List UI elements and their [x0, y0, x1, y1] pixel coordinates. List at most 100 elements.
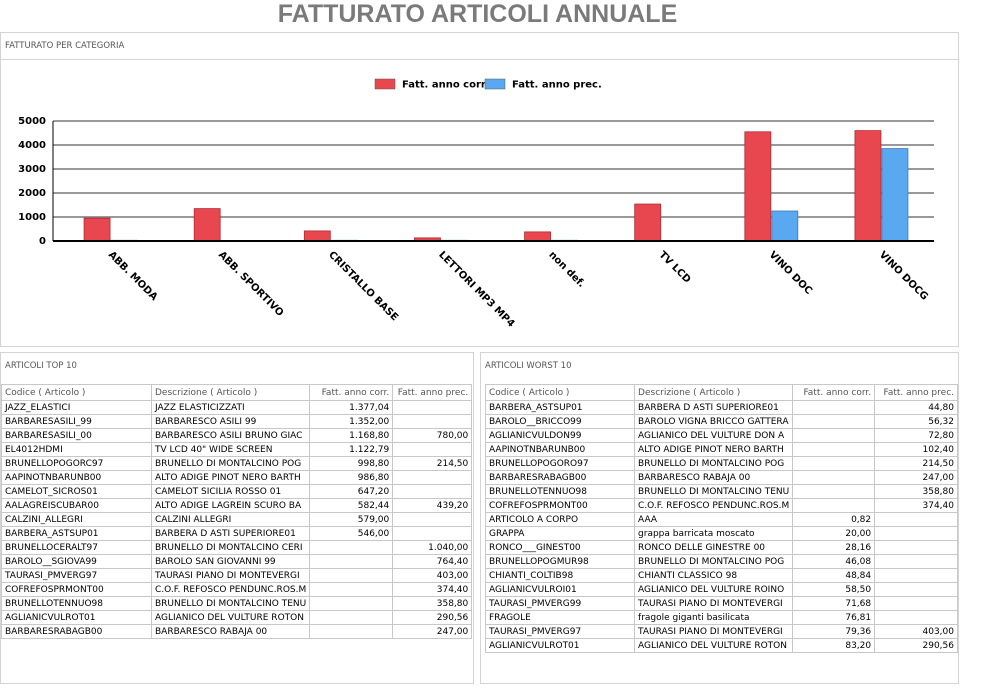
table-row: EL4012HDMI TV LCD 40" WIDE SCREEN 1.122,79	[1, 442, 473, 457]
header-row: Codice ( Articolo ) Descrizione ( Articol…	[484, 384, 958, 401]
table-cell: 579,00	[309, 512, 394, 527]
legend-label: Fatt. anno corr.	[402, 80, 488, 91]
table-cell: BRUNELLOTENNUO98	[1, 596, 152, 611]
table-cell: BAROLO VIGNA BRICCO GATTERA	[634, 414, 794, 429]
table-cell: 1.168,80	[309, 428, 394, 443]
table-cell: 374,40	[874, 498, 958, 513]
table-cell: JAZZ ELASTICIZZATI	[150, 400, 311, 415]
table-cell: AGLIANICO DEL VULTURE DON A	[634, 428, 794, 443]
table-row: TAURASI_PMVERG99 TAURASI PIANO DI MONTEVE…	[484, 596, 958, 611]
table-cell	[874, 582, 958, 597]
table-cell: BARBARESCO ASILI BRUNO GIAC	[150, 428, 311, 443]
table-row: AGLIANICVULROI01 AGLIANICO DEL VULTURE RO…	[484, 582, 958, 597]
table-cell: BRUNELLO DI MONTALCINO POG	[634, 554, 794, 569]
table-row: AAPINOTNBARUNB00 ALTO ADIGE PINOT NERO BA…	[1, 470, 473, 485]
table-row: RONCO___GINEST00 RONCO DELLE GINESTRE 00 2…	[484, 540, 958, 555]
table-row: BRUNELLOCERALT97 BRUNELLO DI MONTALCINO C…	[1, 540, 473, 555]
table-row: ARTICOLO A CORPO AAA 0,82	[484, 512, 958, 527]
x-tick-label: CRISTALLO BASE	[326, 249, 400, 323]
page-title: FATTURATO ARTICOLI ANNUALE	[277, 0, 678, 28]
table-cell	[392, 470, 473, 485]
table-cell: 403,00	[874, 624, 958, 639]
table-cell: BRUNELLOPOGORC97	[1, 456, 152, 471]
column-header: Fatt. anno corr.	[309, 384, 394, 401]
table-row: BRUNELLOPOGMUR98 BRUNELLO DI MONTALCINO P…	[484, 554, 958, 569]
table-cell	[792, 414, 876, 429]
table-cell: 403,00	[392, 568, 473, 583]
table-cell: BRUNELLOTENNUO98	[484, 484, 636, 499]
top-panel: ARTICOLI TOP 10 Codice ( Articolo ) Descr…	[0, 352, 474, 684]
table-cell: BARBERA D ASTI SUPERIORE01	[150, 526, 311, 541]
y-tick-label: 2000	[18, 188, 46, 199]
y-tick-label: 4000	[18, 140, 46, 151]
table-cell: FRAGOLE	[484, 610, 636, 625]
table-cell: AGLIANICO DEL VULTURE ROINO	[634, 582, 794, 597]
separator	[1, 59, 958, 60]
column-header: Fatt. anno prec.	[392, 384, 473, 401]
table-cell: BARBARESCO ASILI 99	[150, 414, 311, 429]
table-cell: AAA	[634, 512, 794, 527]
y-tick-label: 3000	[18, 164, 46, 175]
table-cell: TV LCD 40" WIDE SCREEN	[150, 442, 311, 457]
table-cell: BRUNELLOPOGMUR98	[484, 554, 636, 569]
table-row: AGLIANICVULROT01 AGLIANICO DEL VULTURE RO…	[1, 610, 473, 625]
table-cell: BRUNELLOCERALT97	[1, 540, 152, 555]
table-row: TAURASI_PMVERG97 TAURASI PIANO DI MONTEVE…	[1, 568, 473, 583]
table-row: CAMELOT_SICROS01 CAMELOT SICILIA ROSSO 01…	[1, 484, 473, 499]
table-cell	[874, 610, 958, 625]
table-cell	[392, 526, 473, 541]
table-cell	[874, 568, 958, 583]
table-cell: BRUNELLO DI MONTALCINO POG	[634, 456, 794, 471]
table-cell: 290,56	[392, 610, 473, 625]
table-cell: 102,40	[874, 442, 958, 457]
table-cell: fragole giganti basilicata	[634, 610, 794, 625]
bar	[854, 130, 882, 242]
table-cell: CAMELOT_SICROS01	[1, 484, 152, 499]
table-cell: BRUNELLO DI MONTALCINO TENU	[634, 484, 794, 499]
table-cell: TAURASI_PMVERG97	[484, 624, 636, 639]
table-cell: 1.122,79	[309, 442, 394, 457]
table-cell: BAROLO__SGIOVA99	[1, 554, 152, 569]
table-row: BRUNELLOTENNUO98 BRUNELLO DI MONTALCINO T…	[1, 596, 473, 611]
table-cell: 76,81	[792, 610, 876, 625]
table-cell: AGLIANICVULROI01	[484, 582, 636, 597]
x-tick-label: TV LCD	[656, 249, 692, 285]
table-cell: 1.377,04	[309, 400, 394, 415]
table-row: BARBERA_ASTSUP01 BARBERA D ASTI SUPERIORE…	[1, 526, 473, 541]
table-cell	[392, 414, 473, 429]
table-cell: AAPINOTNBARUNB00	[1, 470, 152, 485]
table-cell: 582,44	[309, 498, 394, 513]
table-cell	[309, 568, 394, 583]
chart-panel: FATTURATO PER CATEGORIA Fatt. anno corr.…	[0, 32, 959, 347]
header-row: Codice ( Articolo ) Descrizione ( Articol…	[1, 384, 473, 401]
x-tick-label: non def.	[546, 249, 586, 289]
table-cell: AGLIANICVULROT01	[484, 638, 636, 653]
table-cell	[792, 456, 876, 471]
table-row: CALZINI_ALLEGRI CALZINI ALLEGRI 579,00	[1, 512, 473, 527]
table-cell: BRUNELLO DI MONTALCINO CERI	[150, 540, 311, 555]
table-cell: 358,80	[874, 484, 958, 499]
table-cell: 58,50	[792, 582, 876, 597]
table-cell: GRAPPA	[484, 526, 636, 541]
table-row: BRUNELLOTENNUO98 BRUNELLO DI MONTALCINO T…	[484, 484, 958, 499]
bar	[193, 208, 221, 242]
table-cell	[309, 540, 394, 555]
table-cell: 358,80	[392, 596, 473, 611]
table-cell	[874, 512, 958, 527]
table-cell: 247,00	[874, 470, 958, 485]
table-cell	[309, 582, 394, 597]
table-cell: BARBARESCO RABAJA 00	[634, 470, 794, 485]
table-cell: 0,82	[792, 512, 876, 527]
table-cell: 1.352,00	[309, 414, 394, 429]
table-row: AAPINOTNBARUNB00 ALTO ADIGE PINOT NERO BA…	[484, 442, 958, 457]
x-tick-label: VINO DOC	[767, 249, 814, 296]
table-cell: BAROLO__BRICCO99	[484, 414, 636, 429]
table-cell: EL4012HDMI	[1, 442, 152, 457]
data-table: Codice ( Articolo ) Descrizione ( Articol…	[1, 384, 473, 639]
table-cell: 247,00	[392, 624, 473, 639]
table-cell: 1.040,00	[392, 540, 473, 555]
chart: Fatt. anno corr. Fatt. anno prec. 0 1000 200…	[18, 78, 934, 330]
table-row: FRAGOLE fragole giganti basilicata 76,81	[484, 610, 958, 625]
table-row: GRAPPA grappa barricata moscato 20,00	[484, 526, 958, 541]
